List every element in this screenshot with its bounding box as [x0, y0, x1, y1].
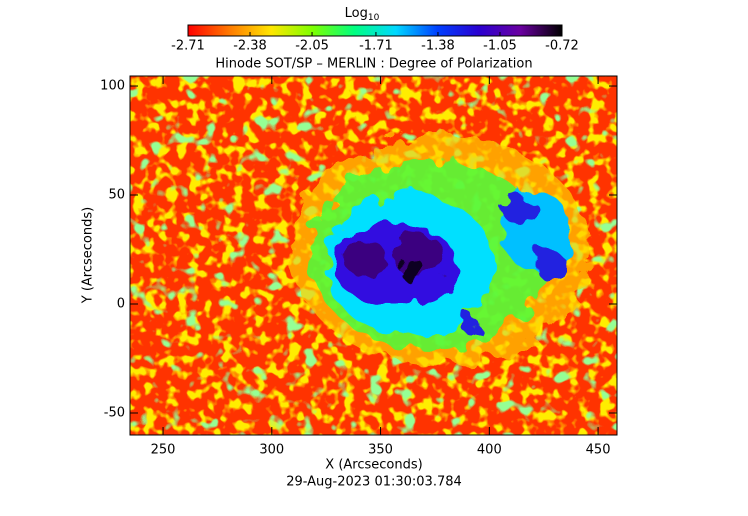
plot-frame [129, 75, 618, 436]
x-axis-label: X (Arcseconds) [325, 458, 422, 473]
x-tick-label: 250 [151, 443, 176, 458]
y-axis-label: Y (Arcseconds) [81, 207, 96, 304]
chart-title: Hinode SOT/SP – MERLIN : Degree of Polar… [215, 57, 532, 72]
x-tick-label: 300 [259, 443, 284, 458]
y-tick-label: -50 [104, 405, 125, 420]
colorbar-tick-label: -2.38 [233, 39, 267, 54]
colorbar-label-sub: 10 [368, 13, 380, 23]
colorbar-tick-label: -1.38 [421, 39, 455, 54]
x-tick-label: 350 [368, 443, 393, 458]
colorbar-tick-label: -1.05 [483, 39, 517, 54]
y-tick-label: 0 [117, 296, 125, 311]
active-region [290, 135, 590, 365]
y-tick-label: 50 [108, 188, 125, 203]
image [130, 76, 617, 435]
colorbar-label: Log10 [345, 6, 380, 23]
x-tick-label: 450 [586, 443, 611, 458]
colorbar-tick-label: -2.05 [295, 39, 329, 54]
colorbar-tick-label: -0.72 [545, 39, 579, 54]
colorbar [187, 24, 563, 37]
y-tick-label: 100 [100, 79, 125, 94]
x-tick-label: 400 [477, 443, 502, 458]
colorbar-tick-label: -1.71 [359, 39, 393, 54]
colorbar-label-text: Log [345, 6, 368, 21]
footer: 29-Aug-2023 01:30:03.784 [286, 475, 462, 490]
colorbar-tick-label: -2.71 [171, 39, 205, 54]
